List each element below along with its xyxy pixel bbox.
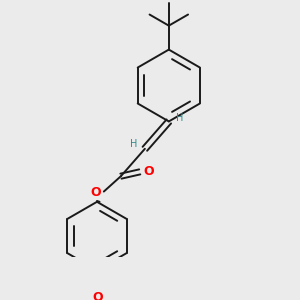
Text: H: H bbox=[176, 113, 184, 123]
Text: H: H bbox=[130, 139, 137, 149]
Text: O: O bbox=[92, 291, 103, 300]
Text: O: O bbox=[144, 164, 154, 178]
Text: O: O bbox=[90, 186, 101, 199]
